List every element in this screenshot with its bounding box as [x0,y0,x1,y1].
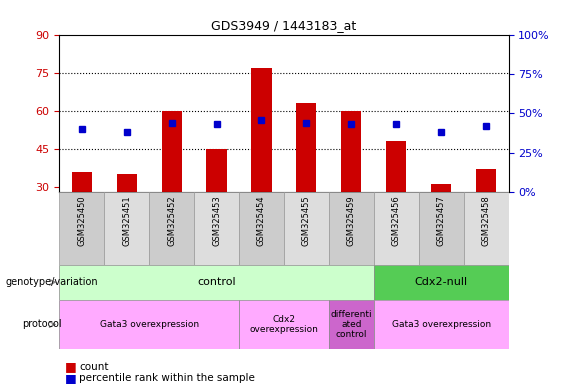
Text: genotype/variation: genotype/variation [6,277,98,287]
Bar [149,192,194,265]
Text: GSM325457: GSM325457 [437,196,446,247]
Text: GSM325453: GSM325453 [212,196,221,247]
Text: GSM325459: GSM325459 [347,196,356,246]
Text: protocol: protocol [23,319,62,329]
Bar [59,192,104,265]
Text: GSM325452: GSM325452 [167,196,176,246]
Text: ■: ■ [65,372,77,384]
Bar [374,265,508,300]
Title: GDS3949 / 1443183_at: GDS3949 / 1443183_at [211,19,357,32]
Bar [206,149,227,192]
Bar [59,300,239,349]
Text: ■: ■ [65,360,77,373]
Bar [329,192,374,265]
Text: GSM325458: GSM325458 [481,196,490,247]
Bar [239,192,284,265]
Bar [476,169,496,192]
Bar [329,300,374,349]
Bar [194,192,239,265]
Text: GSM325454: GSM325454 [257,196,266,246]
Bar [116,174,137,192]
Bar [463,192,508,265]
Text: Cdx2
overexpression: Cdx2 overexpression [250,315,318,334]
Bar [374,192,419,265]
Bar [59,265,374,300]
Text: differenti
ated
control: differenti ated control [331,310,372,339]
Text: GSM325455: GSM325455 [302,196,311,246]
Bar [162,111,182,192]
Bar [104,192,149,265]
Bar [72,172,92,192]
Text: GSM325450: GSM325450 [77,196,86,246]
Text: Gata3 overexpression: Gata3 overexpression [392,320,490,329]
Bar [251,68,272,192]
Bar [341,111,362,192]
Bar [296,103,316,192]
Text: control: control [197,277,236,287]
Bar [239,300,329,349]
Text: GSM325451: GSM325451 [122,196,131,246]
Text: GSM325456: GSM325456 [392,196,401,247]
Bar [431,184,451,192]
Text: count: count [79,362,108,372]
Bar [419,192,463,265]
Text: Cdx2-null: Cdx2-null [415,277,468,287]
Text: Gata3 overexpression: Gata3 overexpression [99,320,199,329]
Bar [374,300,508,349]
Bar [284,192,329,265]
Text: percentile rank within the sample: percentile rank within the sample [79,373,255,383]
Bar [386,141,406,192]
